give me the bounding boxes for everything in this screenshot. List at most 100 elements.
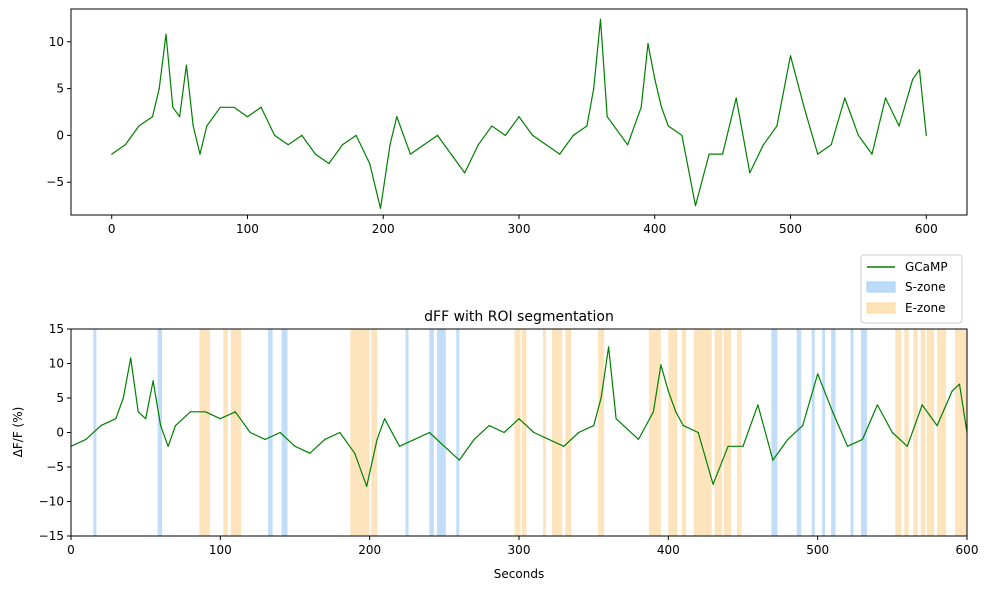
e-zone-band [913, 329, 918, 536]
data-point [145, 418, 147, 420]
data-point [192, 125, 194, 127]
data-point [264, 438, 266, 440]
x-tick-label: 500 [806, 543, 829, 557]
data-point [615, 418, 617, 420]
s-zone-band [811, 329, 815, 536]
e-zone-band [723, 329, 732, 536]
data-point [85, 438, 87, 440]
data-point [694, 205, 697, 207]
s-zone-band [281, 329, 288, 536]
data-point [274, 134, 276, 137]
e-zone-band [648, 329, 661, 536]
data-point [423, 144, 425, 146]
s-zone-band [850, 329, 854, 536]
data-point [548, 438, 550, 440]
data-point [667, 390, 669, 392]
data-point [563, 445, 565, 447]
s-zone-band [429, 329, 434, 536]
data-point [301, 134, 303, 137]
bottom-y-ticks: −15 −10 −5 0 5 10 15 [39, 322, 71, 543]
data-point [627, 144, 629, 146]
data-point [593, 425, 595, 427]
data-point [722, 153, 724, 155]
x-tick-label: 100 [236, 222, 259, 236]
data-point [160, 425, 162, 427]
x-tick-label: 400 [643, 222, 666, 236]
legend-e-zone-swatch [866, 302, 896, 314]
data-point [233, 106, 235, 108]
s-zone-band [860, 329, 867, 536]
data-point [158, 87, 160, 90]
e-zone-band [514, 329, 521, 536]
data-point [458, 459, 460, 461]
data-point [832, 411, 834, 413]
x-tick-label: 300 [508, 543, 531, 557]
data-point [249, 431, 251, 434]
e-zone-band [371, 329, 378, 536]
data-point [185, 64, 187, 66]
data-point [436, 134, 439, 137]
data-point [697, 431, 699, 434]
data-point [260, 106, 262, 108]
e-zone-band [350, 329, 364, 536]
data-point [708, 153, 710, 155]
x-tick-label: 100 [209, 543, 232, 557]
s-zone-band [157, 329, 163, 536]
data-point [918, 69, 921, 71]
bottom-zones [93, 329, 967, 536]
data-point [593, 87, 595, 90]
s-zone-band [436, 329, 446, 536]
y-tick-label: 10 [49, 357, 64, 371]
data-point [608, 346, 610, 348]
data-point [294, 445, 296, 447]
y-tick-label: 0 [56, 426, 64, 440]
data-point [884, 97, 887, 99]
data-point [844, 97, 846, 99]
data-point [379, 207, 382, 210]
data-point [660, 106, 663, 108]
data-point [727, 445, 729, 447]
top-axes-frame [70, 8, 968, 216]
data-point [204, 411, 206, 413]
top-chart: 0 100 200 300 400 500 600 −5 0 5 10 [46, 8, 968, 236]
x-tick-label: 600 [956, 543, 979, 557]
data-point [488, 425, 490, 427]
y-axis-label: ΔF/F (%) [11, 407, 25, 458]
legend-e-zone-label: E-zone [905, 301, 946, 315]
data-point [742, 445, 744, 447]
bottom-plot-area [70, 346, 968, 487]
data-point [206, 125, 208, 127]
data-point [776, 125, 778, 127]
e-zone-band [542, 329, 546, 536]
y-tick-label: 10 [49, 35, 64, 49]
data-point [789, 55, 792, 57]
data-point [772, 459, 774, 461]
data-point [675, 411, 677, 413]
s-zone-band [268, 329, 273, 536]
e-zone-band [681, 329, 687, 536]
data-point [898, 125, 900, 127]
data-point [443, 445, 445, 447]
data-point [189, 411, 192, 413]
data-point [749, 172, 751, 174]
e-zone-band [223, 329, 228, 536]
x-tick-label: 500 [779, 222, 802, 236]
e-zone-band [714, 329, 723, 536]
data-point [830, 144, 832, 146]
e-zone-band [551, 329, 558, 536]
data-point [124, 144, 126, 146]
bottom-chart-title: dFF with ROI segmentation [424, 309, 614, 325]
e-zone-band [230, 329, 242, 536]
x-tick-label: 0 [67, 543, 75, 557]
data-point [712, 483, 714, 485]
data-point [559, 153, 561, 155]
s-zone-band [831, 329, 836, 536]
data-point [652, 411, 655, 413]
legend-s-zone-swatch [866, 281, 896, 293]
data-point [137, 411, 139, 413]
data-point [165, 33, 167, 35]
x-tick-label: 200 [358, 543, 381, 557]
data-point [341, 144, 344, 146]
s-zone-band [822, 329, 826, 536]
